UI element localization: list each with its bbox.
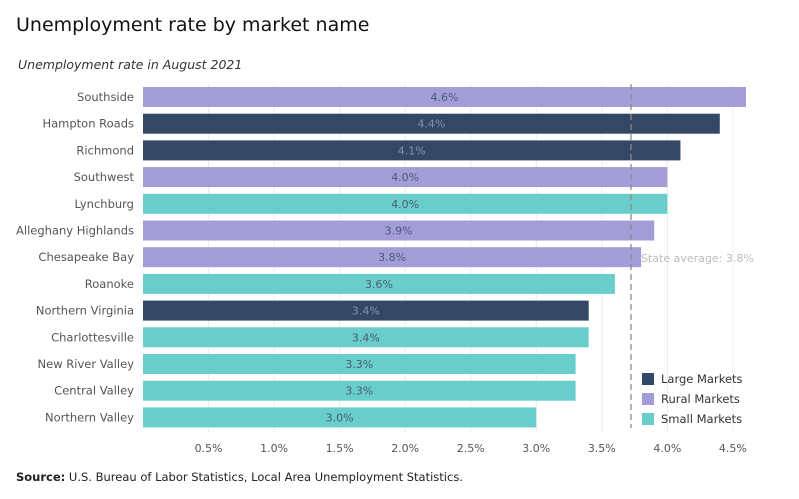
x-tick-label: 0.5% [195,442,223,455]
x-tick-label: 2.5% [457,442,485,455]
data-label: 3.4% [352,305,380,318]
data-label: 4.0% [391,171,419,184]
category-label: Chesapeake Bay [38,250,134,264]
data-label: 3.0% [326,411,354,424]
bar [143,327,589,348]
x-tick-label: 2.0% [391,442,419,455]
category-label: Northern Virginia [36,304,134,318]
chart-subtitle: Unemployment rate in August 2021 [18,57,243,72]
category-label: Central Valley [54,384,134,398]
bar [143,220,655,241]
category-label: Roanoke [85,277,134,291]
data-label: 4.0% [391,198,419,211]
data-label: 3.6% [365,278,393,291]
x-tick-label: 1.0% [260,442,288,455]
x-tick-label: 1.5% [326,442,354,455]
legend-swatch [642,413,654,425]
category-label: Charlottesville [51,330,134,344]
legend-label: Large Markets [661,372,743,386]
legend-swatch [642,373,654,385]
bar [143,113,720,134]
bar [143,354,576,374]
legend-swatch [642,393,654,405]
category-label: Lynchburg [75,197,134,211]
bar [143,273,615,294]
category-label: New River Valley [38,357,135,371]
data-label: 4.1% [398,144,426,157]
category-label: Southside [77,90,134,104]
bar [143,140,681,161]
x-tick-label: 4.5% [719,442,747,455]
x-tick-label: 3.0% [522,442,550,455]
chart-title: Unemployment rate by market name [16,14,370,36]
source-note: Source: U.S. Bureau of Labor Statistics,… [16,470,463,484]
category-label: Richmond [76,143,134,157]
x-tick-label: 3.5% [588,442,616,455]
bar [143,407,537,428]
bar [143,87,746,107]
legend-label: Small Markets [661,412,742,426]
data-label: 4.4% [417,118,445,131]
category-label: Alleghany Highlands [16,224,134,238]
source-text: U.S. Bureau of Labor Statistics, Local A… [65,470,463,484]
x-tick-label: 4.0% [653,442,681,455]
category-label: Northern Valley [45,410,134,424]
source-prefix: Source: [16,470,66,484]
category-label: Hampton Roads [42,117,134,131]
category-label: Southwest [74,170,135,184]
data-label: 3.3% [345,358,373,371]
legend-label: Rural Markets [661,392,740,406]
state-average-label: State average: 3.8% [641,252,754,265]
data-label: 4.6% [431,91,459,104]
data-label: 3.8% [378,251,406,264]
bar [143,300,589,321]
bar [143,193,668,214]
data-label: 3.9% [385,225,413,238]
bar [143,167,668,188]
bar [143,380,576,401]
bar [143,247,642,268]
data-label: 3.4% [352,331,380,344]
data-label: 3.3% [345,385,373,398]
